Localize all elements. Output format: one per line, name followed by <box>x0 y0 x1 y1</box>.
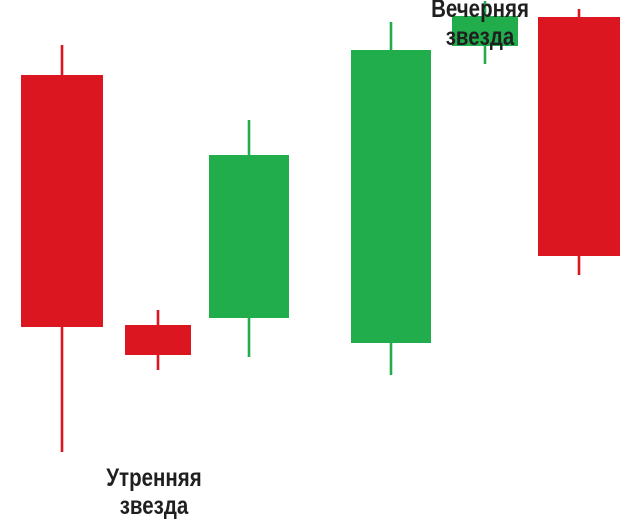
evening-star-caption-line1: Вечерняя <box>431 0 529 23</box>
evening-star-caption: Вечерняя звезда <box>423 0 538 51</box>
candle-5-body <box>452 16 518 46</box>
evening-star-caption-line2: звезда <box>445 23 515 51</box>
candle-6-bearish <box>538 9 620 275</box>
candle-4-bullish <box>351 22 431 375</box>
candle-4-body <box>351 50 431 343</box>
candle-1-bearish <box>21 45 103 452</box>
candle-6-body <box>538 17 620 256</box>
candle-3-body <box>209 155 289 318</box>
candle-5-bullish <box>452 1 518 64</box>
morning-star-caption-line2: звезда <box>119 492 189 520</box>
candle-2-bearish <box>125 310 191 370</box>
candle-2-body <box>125 325 191 355</box>
candle-1-body <box>21 75 103 327</box>
candle-3-bullish <box>209 120 289 357</box>
morning-star-caption: Утренняя звезда <box>97 464 212 520</box>
morning-star-caption-line1: Утренняя <box>106 464 202 492</box>
